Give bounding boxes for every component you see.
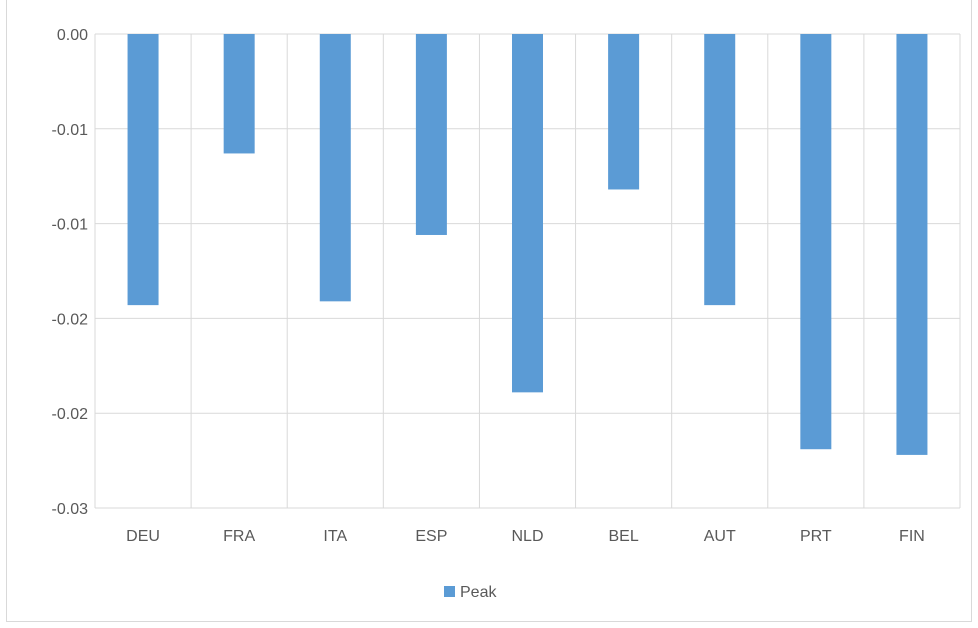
- y-tick-label: -0.03: [52, 501, 89, 518]
- y-tick-label: -0.01: [52, 217, 89, 234]
- bar-series: [127, 34, 928, 455]
- x-tick-label-fin: FIN: [899, 528, 925, 545]
- chart-frame: [6, 0, 972, 622]
- bar-fra: [223, 34, 255, 154]
- x-tick-label-fra: FRA: [223, 528, 255, 545]
- x-tick-label-deu: DEU: [126, 528, 160, 545]
- x-tick-label-ita: ITA: [323, 528, 347, 545]
- legend-swatch: [444, 586, 455, 597]
- y-axis-tick-labels: 0.00 -0.01 -0.01 -0.02 -0.02 -0.03: [52, 27, 89, 518]
- x-axis-tick-labels: DEU FRA ITA ESP NLD BEL AUT PRT FIN: [126, 528, 925, 545]
- y-tick-label: -0.01: [52, 122, 89, 139]
- bar-ita: [319, 34, 351, 302]
- legend-label-peak: Peak: [460, 584, 497, 601]
- bar-nld: [512, 34, 543, 393]
- bar-bel: [608, 34, 640, 190]
- y-tick-label: 0.00: [57, 27, 88, 44]
- x-tick-label-esp: ESP: [415, 528, 447, 545]
- y-tick-label: -0.02: [52, 311, 89, 328]
- legend: Peak: [444, 584, 497, 601]
- bar-aut: [704, 34, 736, 306]
- bar-prt: [800, 34, 832, 450]
- x-tick-label-bel: BEL: [608, 528, 638, 545]
- bar-fin: [896, 34, 928, 455]
- x-tick-label-prt: PRT: [800, 528, 832, 545]
- bar-esp: [415, 34, 447, 235]
- bar-deu: [127, 34, 159, 306]
- y-tick-label: -0.02: [52, 406, 89, 423]
- x-tick-label-nld: NLD: [511, 528, 543, 545]
- x-tick-label-aut: AUT: [704, 528, 736, 545]
